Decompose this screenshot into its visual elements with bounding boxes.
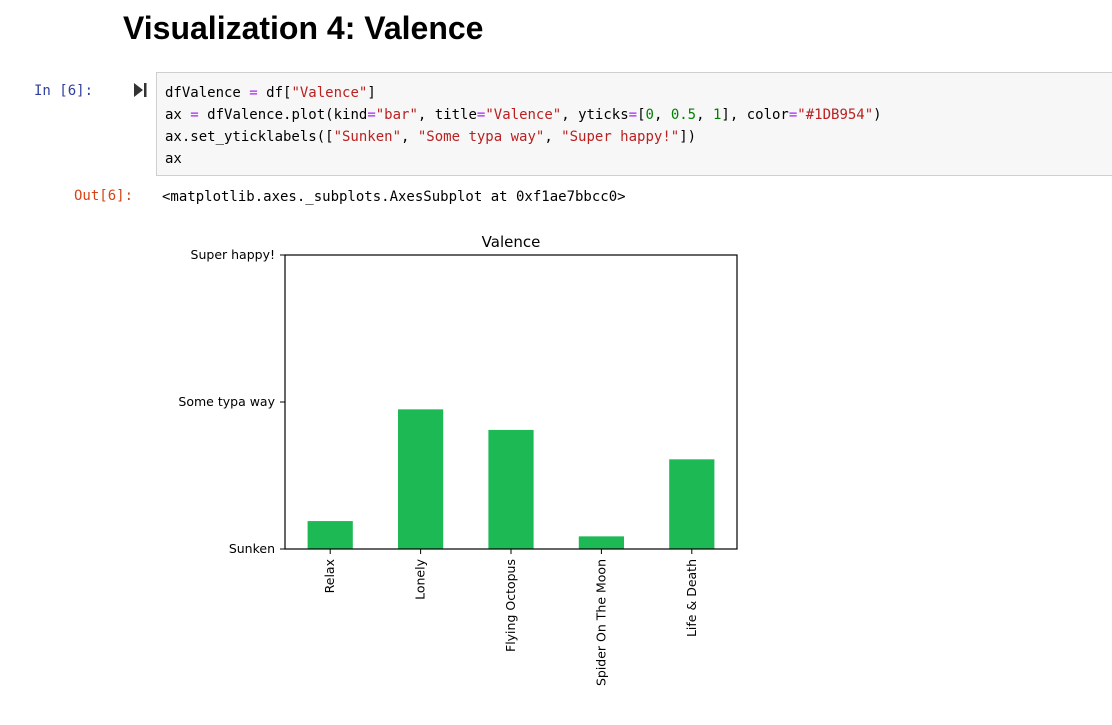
chart-title: Valence: [482, 233, 541, 251]
code-token: =: [476, 107, 486, 123]
code-token: =: [628, 107, 638, 123]
y-tick-label: Super happy!: [191, 247, 275, 262]
code-cell-input[interactable]: dfValence = df["Valence"] ax = dfValence…: [156, 72, 1112, 176]
code-token: ): [873, 107, 882, 123]
code-token: dfValence.plot(kind: [198, 107, 368, 123]
code-token: , yticks: [561, 107, 629, 123]
code-token: dfValence: [165, 85, 250, 101]
code-token: "Valence": [291, 85, 368, 101]
output-prompt: Out[6]:: [74, 188, 134, 204]
valence-bar-chart: Valence Sunken Some typa way Super happy! Re…: [178, 233, 738, 686]
y-tick-label: Some typa way: [178, 394, 275, 409]
code-line: ax: [165, 151, 182, 167]
bar: [488, 429, 534, 549]
code-token: "Super happy!": [561, 129, 680, 145]
code-token: , title: [417, 107, 477, 123]
code-token: [: [637, 107, 646, 123]
code-token: =: [190, 107, 199, 123]
bar: [578, 536, 624, 549]
code-line: ax = dfValence.plot(kind="bar", title="V…: [165, 107, 882, 123]
x-tick-label: Spider On The Moon: [593, 559, 608, 686]
code-editor[interactable]: dfValence = df["Valence"] ax = dfValence…: [165, 82, 882, 170]
code-token: ,: [696, 107, 713, 123]
code-token: "Sunken": [333, 129, 402, 145]
code-token: ], color: [721, 107, 789, 123]
code-token: 0.5: [670, 107, 697, 123]
code-token: ,: [544, 129, 562, 145]
code-token: ax: [165, 107, 191, 123]
x-tick-label: Lonely: [413, 558, 428, 599]
code-token: ,: [401, 129, 418, 145]
code-token: 1: [712, 107, 722, 123]
x-tick-label: Life & Death: [684, 559, 699, 637]
code-token: ]): [679, 129, 697, 145]
input-prompt: In [6]:: [34, 83, 94, 99]
x-tick-label: Relax: [322, 559, 337, 593]
code-line: ax.set_yticklabels(["Sunken", "Some typa…: [165, 129, 696, 145]
code-token: ax: [165, 151, 182, 167]
code-token: "Valence": [485, 107, 562, 123]
bar: [669, 459, 715, 549]
output-repr: <matplotlib.axes._subplots.AxesSubplot a…: [162, 189, 626, 205]
code-token: 0: [645, 107, 654, 123]
code-token: df[: [257, 85, 292, 101]
code-token: =: [788, 107, 798, 123]
bar: [398, 409, 444, 549]
code-token: "Some typa way": [417, 129, 545, 145]
bar: [307, 521, 353, 549]
code-token: "#1DB954": [797, 107, 874, 123]
code-token: "bar": [375, 107, 418, 123]
y-tick-label: Sunken: [229, 541, 275, 556]
x-tick-label: Flying Octopus: [503, 559, 518, 652]
section-heading: Visualization 4: Valence: [123, 10, 484, 46]
run-cell-icon[interactable]: [133, 82, 147, 98]
code-token: ]: [367, 85, 376, 101]
code-token: =: [249, 85, 258, 101]
code-line: dfValence = df["Valence"]: [165, 85, 376, 101]
code-token: ax.set_yticklabels([: [165, 129, 334, 145]
code-token: ,: [653, 107, 671, 123]
code-token: =: [367, 107, 376, 123]
